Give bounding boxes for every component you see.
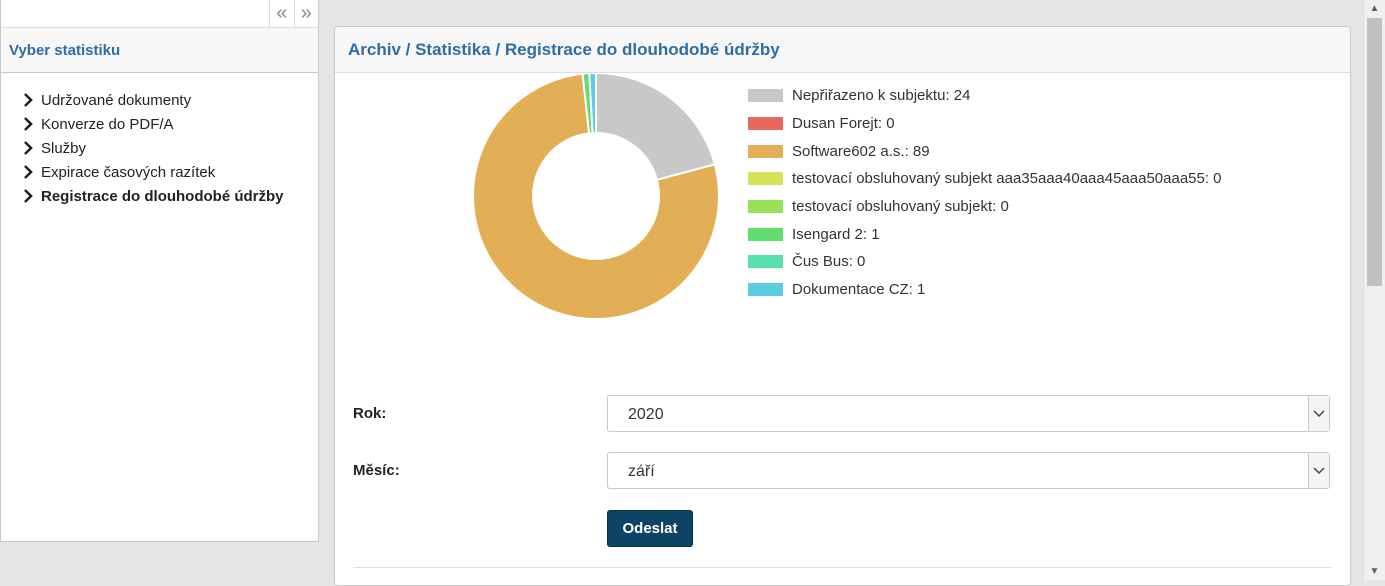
chevron-right-icon <box>24 165 33 179</box>
legend-swatch <box>748 172 783 186</box>
donut-slice[interactable] <box>472 73 720 320</box>
breadcrumb: Archiv / Statistika / Registrace do dlou… <box>335 27 1350 73</box>
legend-label: Software602 a.s.: 89 <box>792 142 930 160</box>
sidebar-item-label: Expirace časových razítek <box>41 163 216 181</box>
year-label: Rok: <box>353 405 387 422</box>
sidebar-item-maintained-documents[interactable]: Udržované dokumenty <box>1 88 318 112</box>
submit-button[interactable]: Odeslat <box>607 510 693 547</box>
legend-label: testovací obsluhovaný subjekt aaa35aaa40… <box>792 170 1222 188</box>
legend-swatch <box>748 144 783 158</box>
donut-slice[interactable] <box>595 73 717 182</box>
sidebar-list: Udržované dokumenty Konverze do PDF/A Sl… <box>1 88 318 208</box>
sidebar-item-pdfa-conversion[interactable]: Konverze do PDF/A <box>1 112 318 136</box>
sidebar: « » Vyber statistiku Udržované dokumenty… <box>0 0 319 542</box>
chevron-right-icon <box>24 141 33 155</box>
sidebar-title: Vyber statistiku <box>1 27 318 73</box>
legend-item[interactable]: testovací obsluhovaný subjekt: 0 <box>748 193 1222 221</box>
legend-swatch <box>748 255 783 269</box>
collapse-icon[interactable]: « <box>276 2 288 24</box>
year-row: Rok: 2020 <box>335 395 1350 435</box>
sidebar-item-label: Udržované dokumenty <box>41 91 192 109</box>
divider <box>353 567 1331 568</box>
month-select[interactable]: září <box>607 452 1330 489</box>
legend-item[interactable]: Čus Bus: 0 <box>748 248 1222 276</box>
scroll-down-icon[interactable]: ▼ <box>1369 566 1380 577</box>
sidebar-item-services[interactable]: Služby <box>1 136 318 160</box>
legend-item[interactable]: Nepřiřazeno k subjektu: 24 <box>748 82 1222 110</box>
year-select-value: 2020 <box>628 406 664 423</box>
donut-slice[interactable] <box>588 73 597 135</box>
chevron-right-icon <box>24 189 33 203</box>
scrollbar[interactable]: ▲ ▼ <box>1363 0 1385 580</box>
legend-label: testovací obsluhovaný subjekt: 0 <box>792 198 1009 216</box>
chevron-down-icon[interactable] <box>1308 396 1329 431</box>
legend-swatch <box>748 200 783 214</box>
scrollbar-thumb[interactable] <box>1367 18 1382 286</box>
legend-swatch <box>748 117 783 131</box>
legend-label: Dokumentace CZ: 1 <box>792 281 926 299</box>
month-row: Měsíc: září <box>335 452 1350 492</box>
sidebar-toolbar: « » <box>269 0 318 28</box>
sidebar-item-label: Služby <box>41 139 87 157</box>
sidebar-item-timestamp-expiration[interactable]: Expirace časových razítek <box>1 160 318 184</box>
legend-label: Dusan Forejt: 0 <box>792 115 895 133</box>
legend-swatch <box>748 227 783 241</box>
chart-legend: Nepřiřazeno k subjektu: 24 Dusan Forejt: … <box>748 82 1222 304</box>
main-panel: Archiv / Statistika / Registrace do dlou… <box>334 26 1351 586</box>
legend-label: Nepřiřazeno k subjektu: 24 <box>792 87 971 105</box>
sidebar-item-label: Konverze do PDF/A <box>41 115 174 133</box>
legend-swatch <box>748 89 783 103</box>
legend-label: Čus Bus: 0 <box>792 253 866 271</box>
month-select-value: září <box>628 463 655 480</box>
legend-item[interactable]: Dokumentace CZ: 1 <box>748 276 1222 304</box>
chevron-right-icon <box>24 117 33 131</box>
legend-label: Isengard 2: 1 <box>792 225 880 243</box>
legend-item[interactable]: Software602 a.s.: 89 <box>748 137 1222 165</box>
sidebar-item-label: Registrace do dlouhodobé údržby <box>41 187 284 205</box>
year-select[interactable]: 2020 <box>607 395 1330 432</box>
legend-swatch <box>748 283 783 297</box>
donut-svg <box>472 73 720 320</box>
sidebar-item-long-term-registration[interactable]: Registrace do dlouhodobé údržby <box>1 184 318 208</box>
chevron-down-icon[interactable] <box>1308 453 1329 488</box>
legend-item[interactable]: testovací obsluhovaný subjekt aaa35aaa40… <box>748 165 1222 193</box>
month-label: Měsíc: <box>353 462 400 479</box>
scroll-up-icon[interactable]: ▲ <box>1369 3 1380 14</box>
legend-item[interactable]: Dusan Forejt: 0 <box>748 110 1222 138</box>
legend-item[interactable]: Isengard 2: 1 <box>748 220 1222 248</box>
expand-icon[interactable]: » <box>293 0 319 27</box>
donut-chart: Nepřiřazeno k subjektu: 24 Dusan Forejt: … <box>335 73 1350 373</box>
chevron-right-icon <box>24 93 33 107</box>
